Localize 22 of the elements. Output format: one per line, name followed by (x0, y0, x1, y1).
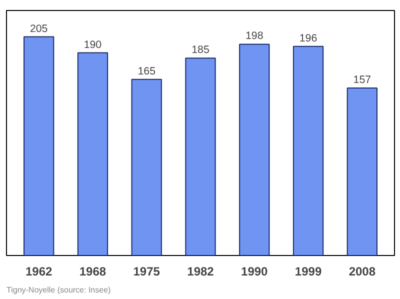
bar (77, 52, 108, 256)
bar (239, 44, 270, 256)
data-label: 198 (246, 30, 264, 42)
data-label: 196 (299, 32, 318, 44)
x-tick-label: 1999 (294, 264, 322, 278)
data-label: 185 (192, 44, 210, 56)
x-tick-label: 1990 (241, 264, 268, 278)
x-tick-label: 1982 (187, 264, 214, 278)
text: Tigny-Noyelle (source: Insee) (6, 286, 112, 294)
x-tick-label: 2008 (348, 264, 376, 278)
data-label: 205 (30, 22, 48, 35)
bar (185, 58, 216, 256)
data-label: 165 (138, 65, 156, 78)
bar (24, 36, 54, 256)
bar (131, 78, 162, 256)
x-tick-label: 1962 (25, 264, 53, 278)
data-label: 157 (353, 74, 372, 86)
x-tick-label: 1975 (133, 264, 160, 278)
bar (346, 87, 378, 256)
data-label: 190 (84, 38, 102, 51)
bar (292, 46, 324, 256)
x-tick-label: 1968 (79, 264, 106, 278)
